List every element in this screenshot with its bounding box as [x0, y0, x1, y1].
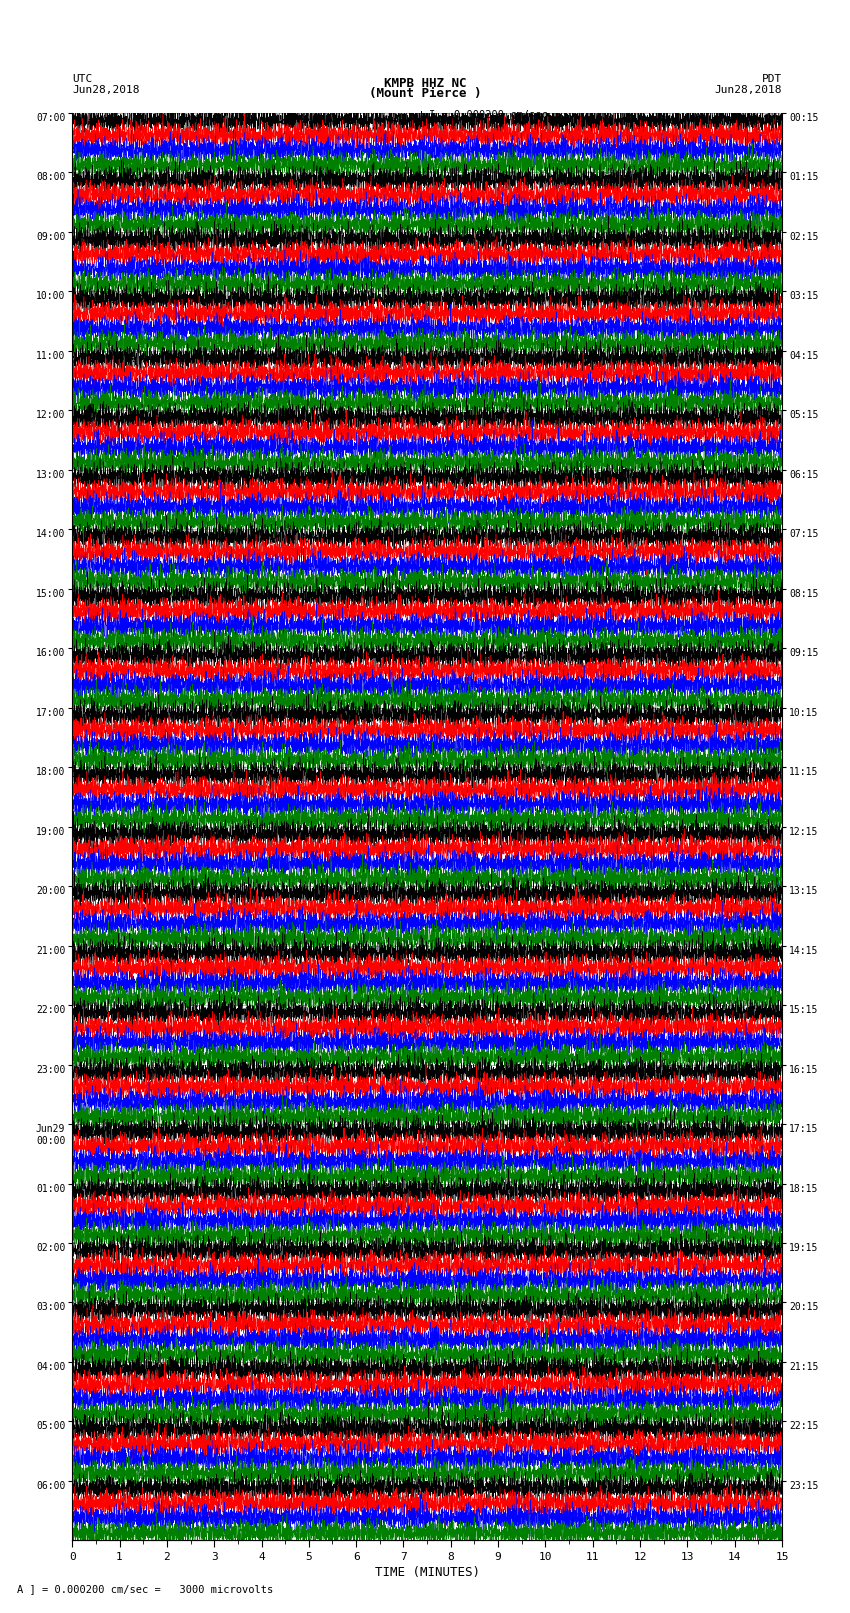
- X-axis label: TIME (MINUTES): TIME (MINUTES): [375, 1566, 479, 1579]
- Text: PDT: PDT: [762, 74, 782, 84]
- Text: UTC: UTC: [72, 74, 93, 84]
- Text: A ] = 0.000200 cm/sec =   3000 microvolts: A ] = 0.000200 cm/sec = 3000 microvolts: [17, 1584, 273, 1594]
- Text: (Mount Pierce ): (Mount Pierce ): [369, 87, 481, 100]
- Text: I = 0.000200 cm/sec: I = 0.000200 cm/sec: [429, 110, 548, 119]
- Text: Jun28,2018: Jun28,2018: [72, 85, 139, 95]
- Text: Jun28,2018: Jun28,2018: [715, 85, 782, 95]
- Text: KMPB HHZ NC: KMPB HHZ NC: [383, 76, 467, 90]
